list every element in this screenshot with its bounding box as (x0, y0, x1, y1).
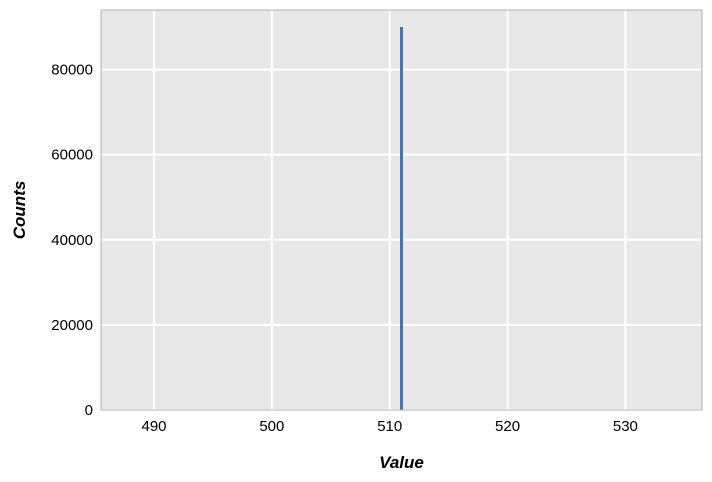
y-tick-label: 40000 (51, 232, 93, 249)
histogram-bar (400, 27, 403, 411)
y-tick-label: 0 (85, 402, 93, 419)
y-tick-label: 80000 (51, 62, 93, 79)
y-tick-label: 60000 (51, 147, 93, 164)
bars (400, 27, 403, 411)
x-axis-title: Value (379, 453, 424, 472)
plot-frame (100, 9, 703, 411)
x-tick-label: 530 (613, 418, 638, 435)
x-tick-label: 500 (259, 418, 284, 435)
x-tick-label: 510 (377, 418, 402, 435)
y-axis-ticks: 0 20000 40000 60000 80000 (51, 62, 93, 419)
x-axis-ticks: 490 500 510 520 530 (142, 418, 638, 435)
x-tick-label: 490 (142, 418, 167, 435)
x-tick-label: 520 (495, 418, 520, 435)
y-axis-title: Counts (10, 181, 29, 240)
y-tick-label: 20000 (51, 317, 93, 334)
